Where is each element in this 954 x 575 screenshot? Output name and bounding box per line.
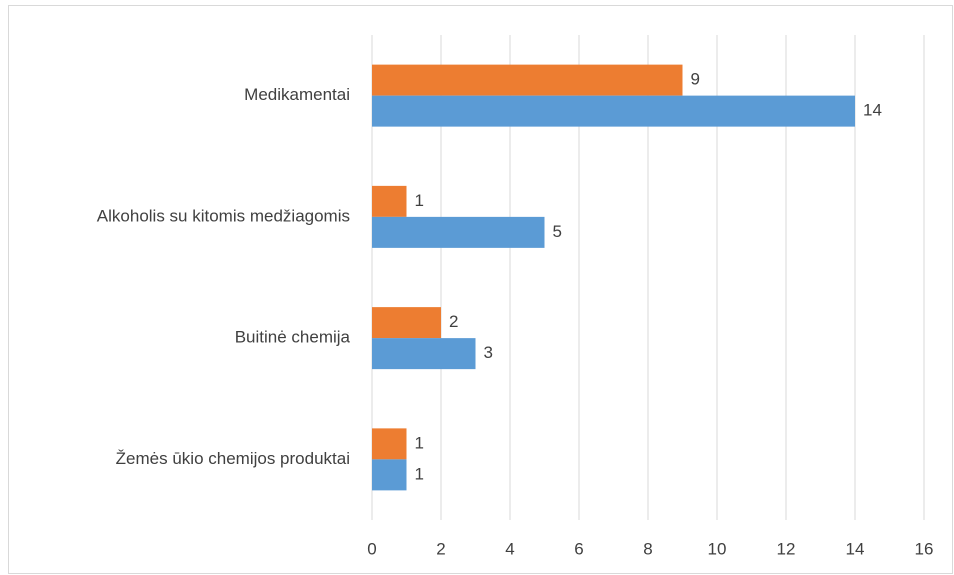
y-tick-label: Medikamentai [244, 85, 350, 104]
bar [372, 307, 441, 339]
bar [372, 216, 545, 248]
bar [372, 95, 855, 127]
data-label: 14 [863, 101, 882, 120]
bar [372, 459, 407, 491]
x-tick-label: 10 [708, 539, 727, 558]
x-tick-label: 6 [574, 539, 583, 558]
x-tick-label: 12 [777, 539, 796, 558]
x-tick-label: 4 [505, 539, 514, 558]
x-tick-label: 2 [436, 539, 445, 558]
x-tick-label: 14 [846, 539, 865, 558]
data-label: 1 [415, 433, 424, 452]
bar [372, 64, 683, 96]
data-label: 2 [449, 312, 458, 331]
data-label: 9 [691, 70, 700, 89]
bar [372, 338, 476, 370]
bar [372, 185, 407, 217]
bar [372, 428, 407, 460]
y-tick-label: Žemės ūkio chemijos produktai [116, 449, 350, 468]
y-tick-label: Alkoholis su kitomis medžiagomis [97, 206, 350, 225]
x-tick-label: 0 [367, 539, 376, 558]
y-tick-label: Buitinė chemija [235, 328, 351, 347]
data-label: 3 [484, 343, 493, 362]
data-label: 1 [415, 191, 424, 210]
x-tick-label: 16 [915, 539, 934, 558]
x-tick-label: 8 [643, 539, 652, 558]
data-label: 1 [415, 464, 424, 483]
data-label: 5 [553, 222, 562, 241]
